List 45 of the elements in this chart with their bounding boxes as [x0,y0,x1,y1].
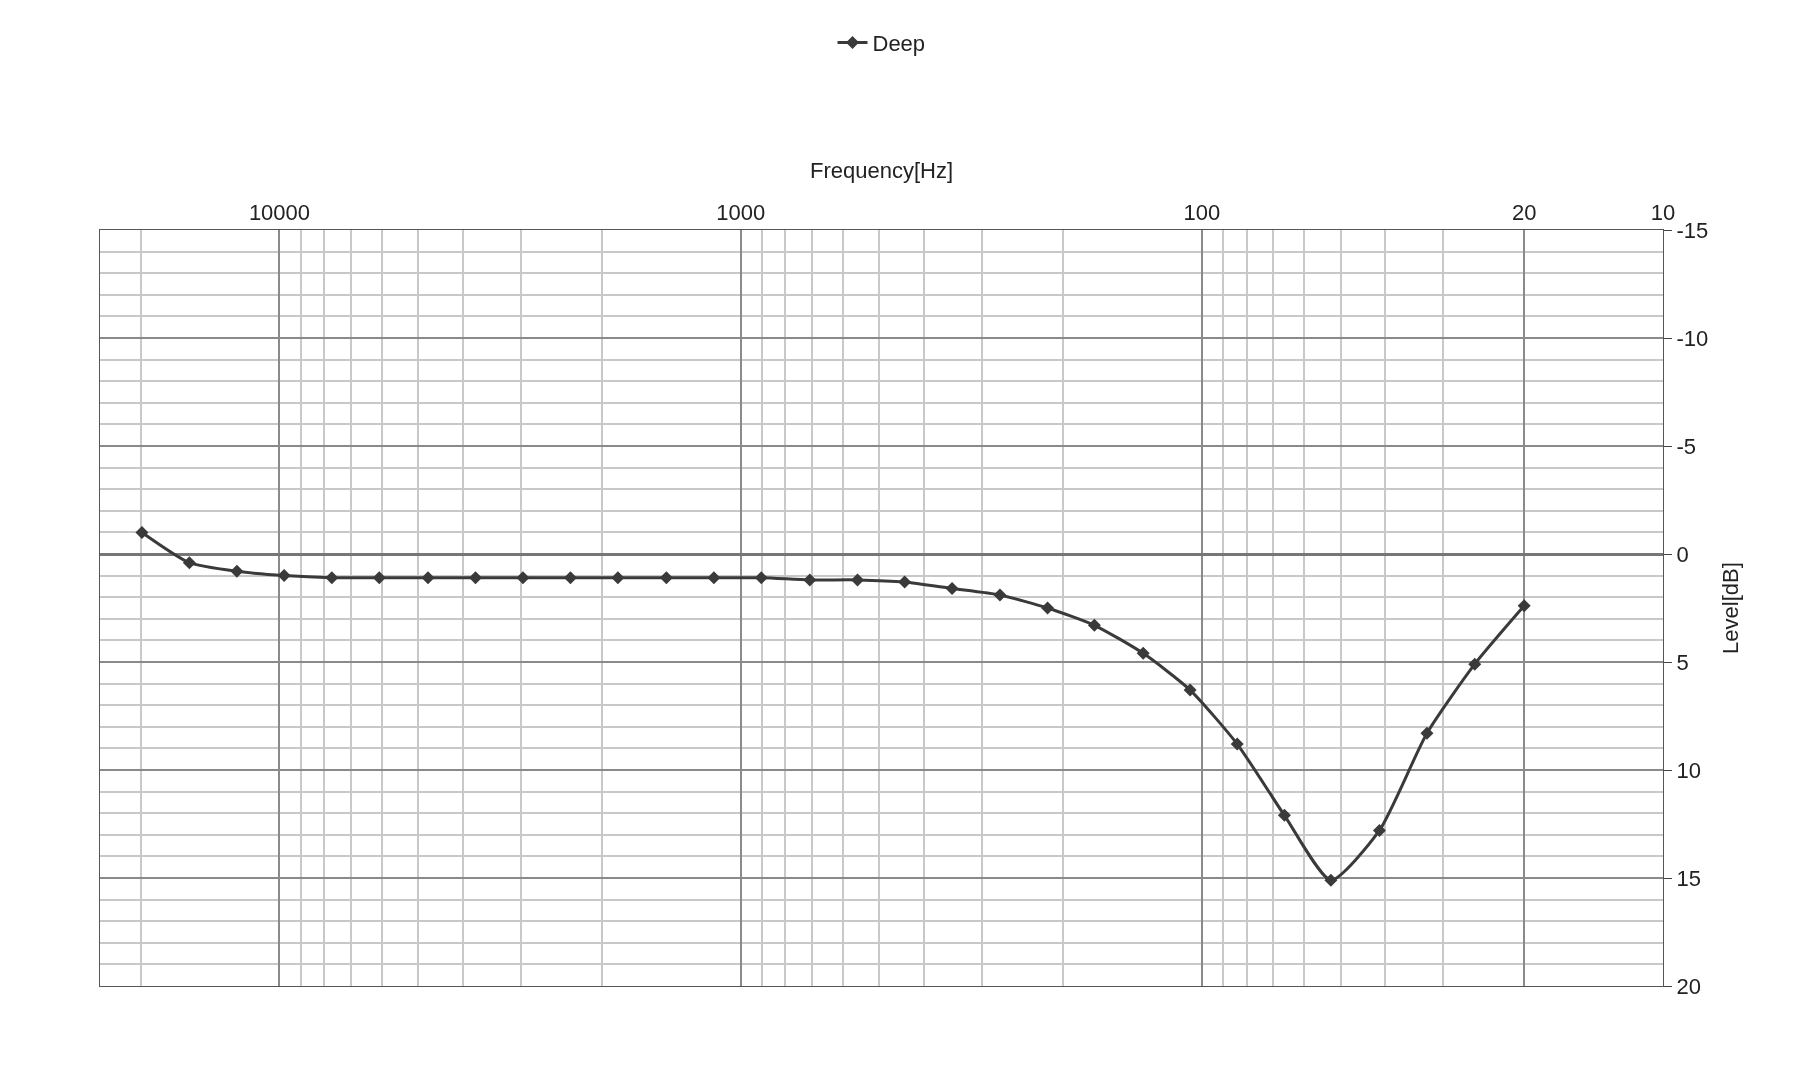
y-tick-label: 5 [1676,649,1689,675]
point [182,556,196,570]
legend-label: Deep [872,31,926,57]
x-tick-label: 100 [1183,200,1221,226]
point [611,571,625,585]
point [754,571,768,585]
point [1230,737,1244,751]
y-tick-label: 15 [1676,865,1701,891]
point [803,573,817,587]
point [1372,823,1386,837]
point [1183,683,1197,697]
y-tick-label: 0 [1676,541,1689,567]
x-tick-label: 10000 [248,200,311,226]
point [421,571,435,585]
y-tick-label: -10 [1676,325,1709,351]
point [468,571,482,585]
y-tick-label: -15 [1676,217,1709,243]
point [1324,873,1338,887]
point [898,575,912,589]
point [230,564,244,578]
point [659,571,673,585]
y-tick-label: 10 [1676,757,1701,783]
point [277,569,291,583]
point [1041,601,1055,615]
point [1277,808,1291,822]
y-axis-title: Level[dB] [1718,562,1744,654]
y-tick-label: -5 [1676,433,1696,459]
point [1468,657,1482,671]
point [1087,618,1101,632]
x-axis-title: Frequency[Hz] [809,158,954,183]
point [851,573,864,587]
point [325,571,339,585]
point [563,571,577,585]
point [945,582,959,596]
point [135,525,149,539]
point [1136,646,1150,660]
x-tick-label: 1000 [716,200,766,226]
point [516,571,530,585]
point [1517,599,1531,613]
x-tick-label: 20 [1511,200,1537,226]
y-tick-label: 20 [1676,973,1701,999]
point [993,588,1007,602]
point [372,571,386,585]
point [707,571,721,585]
point [1420,726,1434,740]
